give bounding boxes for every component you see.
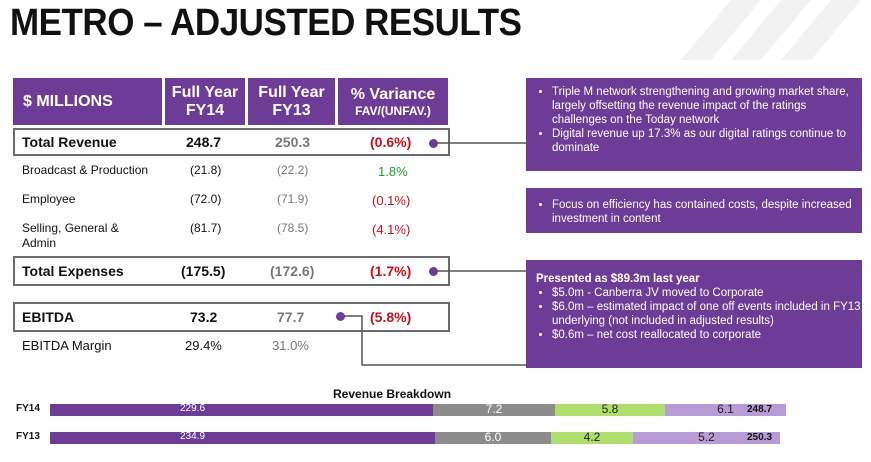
breakdown-segment: 229.6 [50, 403, 433, 416]
fy13-value: (71.9) [277, 192, 309, 206]
revenue-callout: Triple M network strengthening and growi… [526, 78, 862, 171]
header-fy13: Full Year FY13 [248, 78, 335, 125]
row-label-line1: Selling, General & [22, 221, 119, 235]
expenses-connector-dot [429, 267, 438, 276]
fy14-value: (72.0) [190, 192, 222, 206]
segment-value-label: 5.2 [698, 430, 715, 444]
header-millions: $ MILLIONS [13, 78, 162, 125]
header-variance-line2: FAV/(UNFAV.) [355, 103, 431, 118]
segment-value-label: 6.1 [717, 402, 734, 416]
variance-value: (5.8%) [370, 309, 412, 325]
segment-value-label: 5.8 [601, 402, 619, 416]
breakdown-row-label: FY14 [16, 403, 40, 414]
callout-item: $0.6m – net cost reallocated to corporat… [552, 328, 862, 342]
segment-value-label: 234.9 [180, 431, 206, 442]
segment-value-label: 4.2 [583, 430, 601, 444]
header-fy14-line2: FY14 [185, 101, 225, 119]
header-variance: % Variance FAV/(UNFAV.) [338, 78, 448, 125]
segment-value-label: 229.6 [180, 403, 206, 414]
callout-heading: Presented as $89.3m last year [536, 273, 700, 285]
header-fy13-line2: FY13 [272, 101, 311, 119]
fy14-value: 73.2 [190, 309, 218, 325]
breakdown-segment: 6.0 [435, 430, 551, 444]
fy14-value: 248.7 [186, 134, 222, 150]
revenue-breakdown-title: Revenue Breakdown [333, 387, 452, 401]
fy13-value: (78.5) [277, 221, 309, 235]
callout-item: Triple M network strengthening and growi… [552, 85, 862, 127]
fy13-value: 250.3 [275, 134, 311, 150]
header-fy14: Full Year FY14 [165, 78, 245, 125]
variance-value: 1.8% [378, 164, 408, 179]
header-variance-line1: % Variance [350, 85, 436, 103]
callout-item: Digital revenue up 17.3% as our digital … [552, 127, 862, 155]
page-title: METRO – ADJUSTED RESULTS [10, 2, 522, 44]
callout-item: $5.0m - Canberra JV moved to Corporate [552, 286, 862, 300]
breakdown-total: 248.7 [747, 404, 773, 415]
breakdown-segment: 7.2 [433, 402, 555, 416]
variance-value: (4.1%) [372, 222, 411, 237]
header-fy13-line1: Full Year [258, 83, 325, 101]
header-fy14-line1: Full Year [171, 83, 239, 101]
fy13-value: 77.7 [277, 309, 305, 325]
breakdown-segment: 5.2 [633, 430, 780, 444]
row-label: Broadcast & Production [22, 163, 149, 177]
fy14-value: (175.5) [181, 263, 226, 279]
row-label: Total Expenses [22, 263, 124, 279]
row-label: Employee [22, 192, 76, 206]
fy13-value: 31.0% [272, 338, 309, 353]
row-label-line2: Admin [22, 236, 57, 250]
fy13-value: (172.6) [270, 263, 315, 279]
ebitda-connector-dot [336, 312, 345, 321]
corner-decoration [681, 0, 861, 60]
segment-value-label: 6.0 [484, 430, 502, 444]
breakdown-segment: 4.2 [551, 430, 633, 444]
breakdown-segment: 6.1 [665, 402, 786, 416]
expenses-callout: Focus on efficiency has contained costs,… [526, 188, 862, 233]
breakdown-segment: 234.9 [50, 431, 435, 444]
fy14-value: (81.7) [190, 221, 222, 235]
breakdown-bar: 229.6 7.2 5.8 6.1 [50, 402, 786, 416]
total-revenue-box [13, 128, 450, 156]
fy14-value: 29.4% [185, 338, 222, 353]
variance-value: (0.1%) [372, 193, 411, 208]
callout-item: $6.0m – estimated impact of one off even… [552, 300, 862, 328]
ebitda-callout: Presented as $89.3m last year $5.0m - Ca… [526, 260, 862, 368]
callout-item: Focus on efficiency has contained costs,… [552, 198, 862, 226]
breakdown-total: 250.3 [747, 432, 773, 443]
segment-value-label: 7.2 [485, 402, 503, 416]
variance-value: (1.7%) [370, 263, 412, 279]
breakdown-segment: 5.8 [555, 402, 665, 416]
breakdown-bar: 234.9 6.0 4.2 5.2 [50, 430, 780, 444]
revenue-connector-dot [429, 139, 438, 148]
row-label: Total Revenue [22, 134, 117, 150]
breakdown-row-label: FY13 [16, 431, 40, 442]
fy13-value: (22.2) [277, 163, 309, 177]
row-label: EBITDA [22, 309, 75, 325]
fy14-value: (21.8) [190, 163, 222, 177]
variance-value: (0.6%) [370, 134, 412, 150]
row-label: EBITDA Margin [22, 338, 112, 353]
